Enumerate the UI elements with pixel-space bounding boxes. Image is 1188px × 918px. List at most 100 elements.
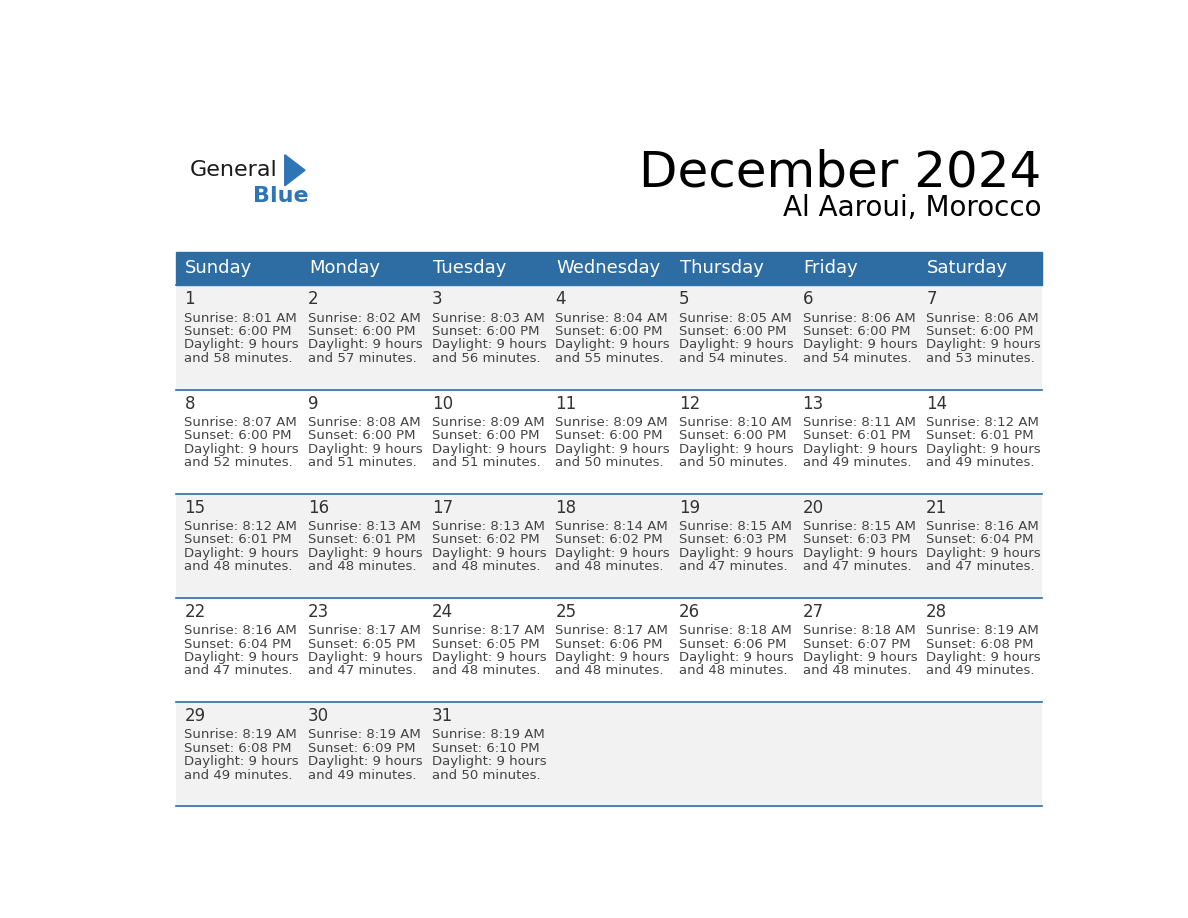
Text: Blue: Blue (253, 186, 308, 207)
Text: Friday: Friday (803, 260, 858, 277)
Text: and 50 minutes.: and 50 minutes. (431, 768, 541, 781)
Text: Sunset: 6:00 PM: Sunset: 6:00 PM (184, 325, 292, 338)
Text: and 49 minutes.: and 49 minutes. (927, 665, 1035, 677)
Text: Sunrise: 8:16 AM: Sunrise: 8:16 AM (184, 624, 297, 637)
Text: and 54 minutes.: and 54 minutes. (680, 352, 788, 365)
Text: and 48 minutes.: and 48 minutes. (431, 560, 541, 573)
Text: Sunset: 6:00 PM: Sunset: 6:00 PM (803, 325, 910, 338)
Text: December 2024: December 2024 (639, 149, 1042, 196)
Text: Sunrise: 8:16 AM: Sunrise: 8:16 AM (927, 520, 1040, 533)
Text: Daylight: 9 hours: Daylight: 9 hours (555, 339, 670, 352)
Text: Sunrise: 8:19 AM: Sunrise: 8:19 AM (927, 624, 1040, 637)
Text: Sunrise: 8:13 AM: Sunrise: 8:13 AM (431, 520, 544, 533)
Text: and 47 minutes.: and 47 minutes. (680, 560, 788, 573)
Text: and 55 minutes.: and 55 minutes. (555, 352, 664, 365)
Text: Sunset: 6:08 PM: Sunset: 6:08 PM (927, 638, 1034, 651)
Text: 29: 29 (184, 707, 206, 725)
Bar (299, 252, 423, 285)
Text: and 48 minutes.: and 48 minutes. (555, 560, 664, 573)
Text: 18: 18 (555, 498, 576, 517)
Text: Sunset: 6:00 PM: Sunset: 6:00 PM (431, 325, 539, 338)
Text: Daylight: 9 hours: Daylight: 9 hours (184, 339, 299, 352)
Text: Sunset: 6:01 PM: Sunset: 6:01 PM (927, 430, 1034, 442)
Text: and 48 minutes.: and 48 minutes. (308, 560, 417, 573)
Text: 17: 17 (431, 498, 453, 517)
Text: Daylight: 9 hours: Daylight: 9 hours (308, 651, 423, 664)
Text: 12: 12 (680, 395, 700, 412)
Text: Sunset: 6:01 PM: Sunset: 6:01 PM (803, 430, 910, 442)
Text: Daylight: 9 hours: Daylight: 9 hours (555, 651, 670, 664)
Text: 25: 25 (555, 603, 576, 621)
Text: Saturday: Saturday (927, 260, 1009, 277)
Text: Sunrise: 8:17 AM: Sunrise: 8:17 AM (555, 624, 668, 637)
Text: Sunrise: 8:08 AM: Sunrise: 8:08 AM (308, 416, 421, 429)
Text: Sunset: 6:01 PM: Sunset: 6:01 PM (184, 533, 292, 546)
Text: Daylight: 9 hours: Daylight: 9 hours (927, 339, 1041, 352)
Text: Sunset: 6:00 PM: Sunset: 6:00 PM (555, 430, 663, 442)
Text: and 50 minutes.: and 50 minutes. (555, 456, 664, 469)
Text: Sunrise: 8:04 AM: Sunrise: 8:04 AM (555, 311, 668, 325)
Bar (176, 494, 1042, 598)
Text: Wednesday: Wednesday (556, 260, 661, 277)
Text: Daylight: 9 hours: Daylight: 9 hours (680, 339, 794, 352)
Text: Sunset: 6:08 PM: Sunset: 6:08 PM (184, 742, 292, 755)
Text: Monday: Monday (309, 260, 380, 277)
Bar (795, 252, 918, 285)
Text: Sunset: 6:00 PM: Sunset: 6:00 PM (308, 325, 416, 338)
Text: Sunset: 6:02 PM: Sunset: 6:02 PM (555, 533, 663, 546)
Text: 10: 10 (431, 395, 453, 412)
Text: and 51 minutes.: and 51 minutes. (431, 456, 541, 469)
Text: Sunrise: 8:19 AM: Sunrise: 8:19 AM (184, 728, 297, 742)
Text: 5: 5 (680, 290, 689, 308)
Text: Sunrise: 8:09 AM: Sunrise: 8:09 AM (555, 416, 668, 429)
Text: Sunset: 6:04 PM: Sunset: 6:04 PM (184, 638, 292, 651)
Text: 20: 20 (803, 498, 823, 517)
Text: and 50 minutes.: and 50 minutes. (680, 456, 788, 469)
Text: Sunrise: 8:07 AM: Sunrise: 8:07 AM (184, 416, 297, 429)
Text: Daylight: 9 hours: Daylight: 9 hours (803, 339, 917, 352)
Text: 21: 21 (927, 498, 948, 517)
Text: Sunrise: 8:11 AM: Sunrise: 8:11 AM (803, 416, 916, 429)
Text: Tuesday: Tuesday (432, 260, 506, 277)
Text: 6: 6 (803, 290, 813, 308)
Text: 1: 1 (184, 290, 195, 308)
Text: Daylight: 9 hours: Daylight: 9 hours (308, 442, 423, 455)
Text: Sunset: 6:00 PM: Sunset: 6:00 PM (184, 430, 292, 442)
Text: Sunset: 6:00 PM: Sunset: 6:00 PM (680, 430, 786, 442)
Text: Daylight: 9 hours: Daylight: 9 hours (555, 547, 670, 560)
Text: Daylight: 9 hours: Daylight: 9 hours (680, 442, 794, 455)
Text: Sunrise: 8:14 AM: Sunrise: 8:14 AM (555, 520, 668, 533)
Text: and 53 minutes.: and 53 minutes. (927, 352, 1035, 365)
Text: Sunrise: 8:17 AM: Sunrise: 8:17 AM (308, 624, 421, 637)
Bar (546, 252, 671, 285)
Bar (176, 389, 1042, 494)
Text: and 51 minutes.: and 51 minutes. (308, 456, 417, 469)
Text: Sunrise: 8:01 AM: Sunrise: 8:01 AM (184, 311, 297, 325)
Text: Sunset: 6:00 PM: Sunset: 6:00 PM (308, 430, 416, 442)
Text: Sunset: 6:00 PM: Sunset: 6:00 PM (555, 325, 663, 338)
Text: Sunrise: 8:18 AM: Sunrise: 8:18 AM (803, 624, 915, 637)
Text: Sunset: 6:02 PM: Sunset: 6:02 PM (431, 533, 539, 546)
Text: Daylight: 9 hours: Daylight: 9 hours (803, 442, 917, 455)
Text: Daylight: 9 hours: Daylight: 9 hours (184, 442, 299, 455)
Text: 28: 28 (927, 603, 947, 621)
Text: Sunrise: 8:06 AM: Sunrise: 8:06 AM (927, 311, 1038, 325)
Text: Daylight: 9 hours: Daylight: 9 hours (184, 547, 299, 560)
Text: 7: 7 (927, 290, 936, 308)
Text: 8: 8 (184, 395, 195, 412)
Text: Sunrise: 8:09 AM: Sunrise: 8:09 AM (431, 416, 544, 429)
Text: Sunset: 6:10 PM: Sunset: 6:10 PM (431, 742, 539, 755)
Text: and 49 minutes.: and 49 minutes. (927, 456, 1035, 469)
Text: and 48 minutes.: and 48 minutes. (184, 560, 293, 573)
Text: and 49 minutes.: and 49 minutes. (184, 768, 293, 781)
Text: Sunrise: 8:13 AM: Sunrise: 8:13 AM (308, 520, 421, 533)
Text: Sunset: 6:05 PM: Sunset: 6:05 PM (431, 638, 539, 651)
Text: and 54 minutes.: and 54 minutes. (803, 352, 911, 365)
Text: 26: 26 (680, 603, 700, 621)
Text: 23: 23 (308, 603, 329, 621)
Text: Daylight: 9 hours: Daylight: 9 hours (680, 547, 794, 560)
Bar (918, 252, 1042, 285)
Text: Sunset: 6:09 PM: Sunset: 6:09 PM (308, 742, 416, 755)
Text: and 48 minutes.: and 48 minutes. (431, 665, 541, 677)
Text: Sunrise: 8:15 AM: Sunrise: 8:15 AM (680, 520, 792, 533)
